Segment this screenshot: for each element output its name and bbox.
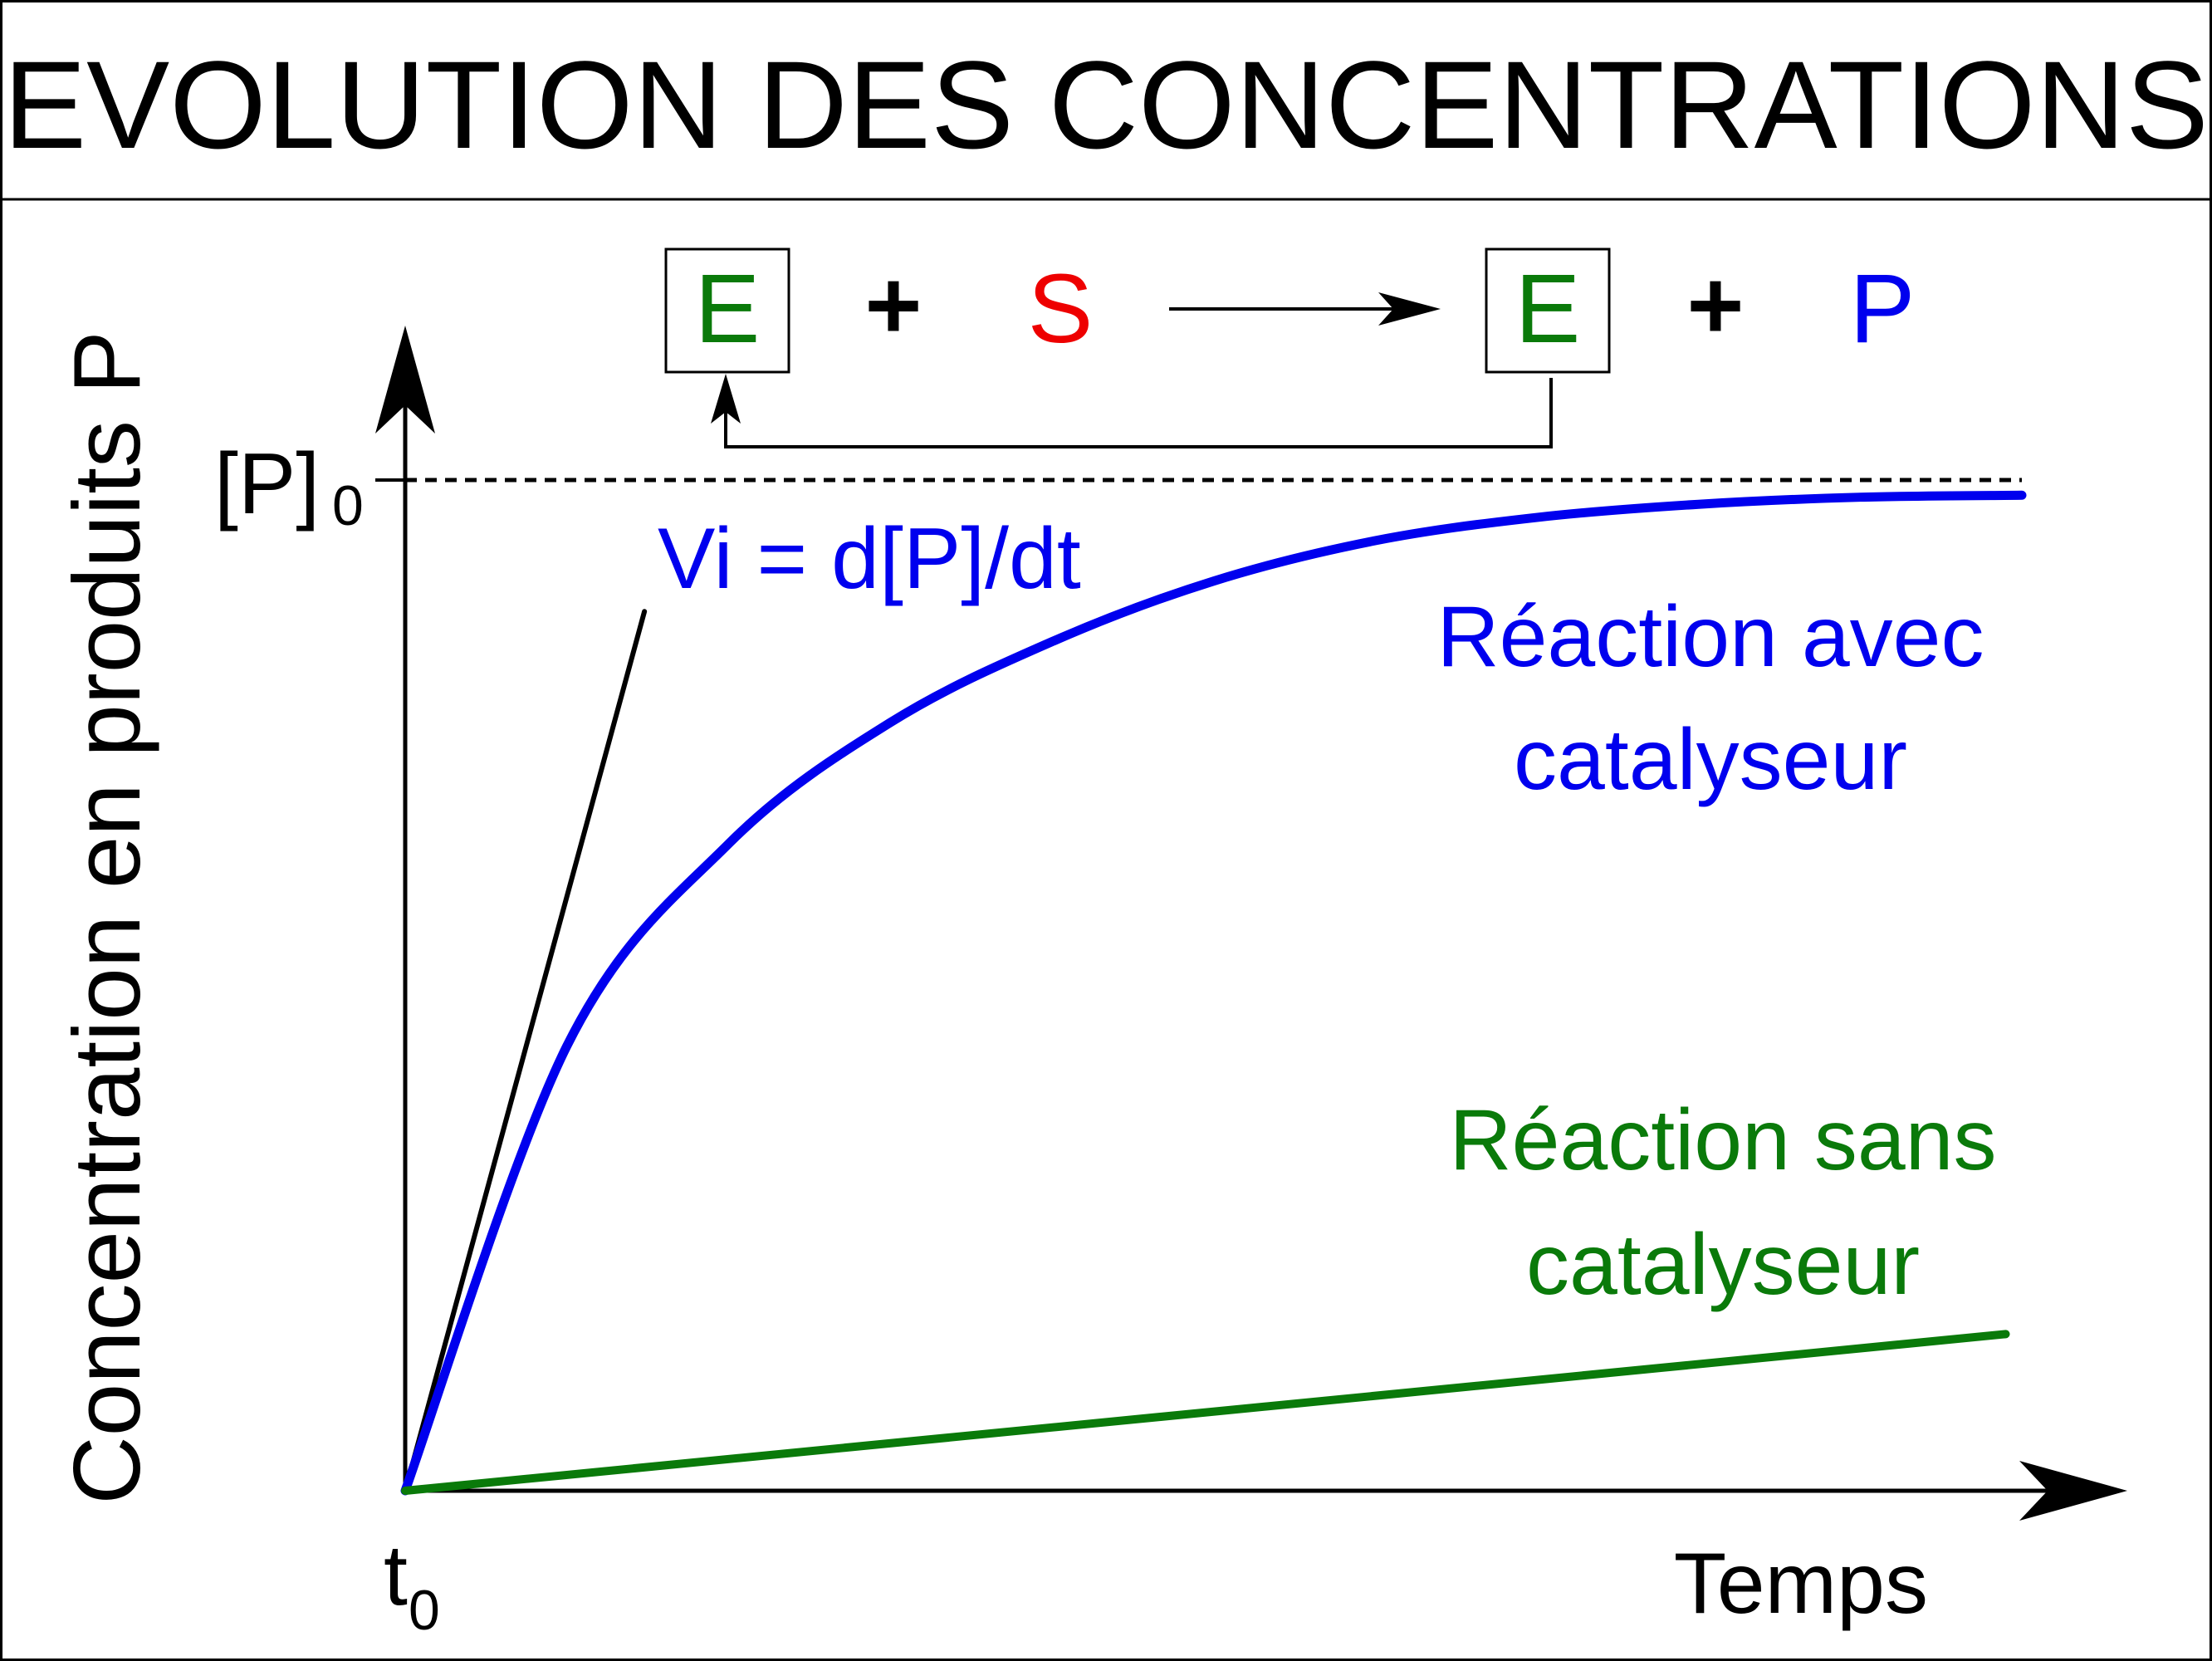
x-axis-arrow-head — [2019, 1461, 2127, 1521]
enzyme-recycle-connector — [724, 378, 1553, 448]
series-with-catalyst-legend: Réaction avec catalyseur — [1436, 589, 1984, 808]
series-without-catalyst-legend: Réaction sans catalyseur — [1449, 1092, 1996, 1313]
reaction-arrow-head — [1378, 292, 1441, 326]
series-with-catalyst-label-line2: catalyseur — [1514, 712, 1907, 808]
enzyme-label-right: E — [1515, 254, 1581, 364]
series-without-catalyst-label-line2: catalyseur — [1526, 1217, 1920, 1313]
y-axis-arrow-head — [375, 326, 435, 434]
product-label: P — [1850, 254, 1916, 364]
x-axis-label: Temps — [1674, 1536, 1928, 1632]
enzyme-box-left — [664, 247, 790, 374]
y-tick-label-p0: [P] 0 — [214, 436, 364, 537]
x-tick-label-t0: t 0 — [384, 1527, 440, 1642]
series-with-catalyst-line — [400, 490, 2027, 1496]
reaction-scheme: E + S E + P — [664, 247, 1916, 448]
enzyme-label-left: E — [695, 254, 761, 364]
x-tick-main: t — [384, 1527, 408, 1624]
chart-title: EVOLUTION DES CONCENTRATIONS — [3, 35, 2209, 174]
substrate-label: S — [1028, 254, 1094, 364]
y-tick-sub: 0 — [332, 474, 364, 537]
x-tick-sub: 0 — [409, 1579, 440, 1642]
tangent-label: Vi = d[P]/dt — [658, 511, 1081, 607]
series-without-catalyst-line — [401, 1330, 2010, 1495]
enzyme-recycle-arrow-head — [711, 374, 741, 424]
series-without-catalyst-label-line1: Réaction sans — [1449, 1092, 1996, 1188]
series-with-catalyst-label-line1: Réaction avec — [1436, 589, 1984, 685]
plus-sign-right: + — [1687, 251, 1745, 360]
enzyme-box-right — [1485, 247, 1611, 374]
y-tick-main: [P] — [214, 436, 320, 532]
plus-sign-left: + — [865, 251, 922, 360]
initial-tangent-line — [403, 609, 648, 1493]
y-axis-label: Concentration en produits P — [55, 331, 160, 1504]
axes — [375, 326, 2127, 1521]
